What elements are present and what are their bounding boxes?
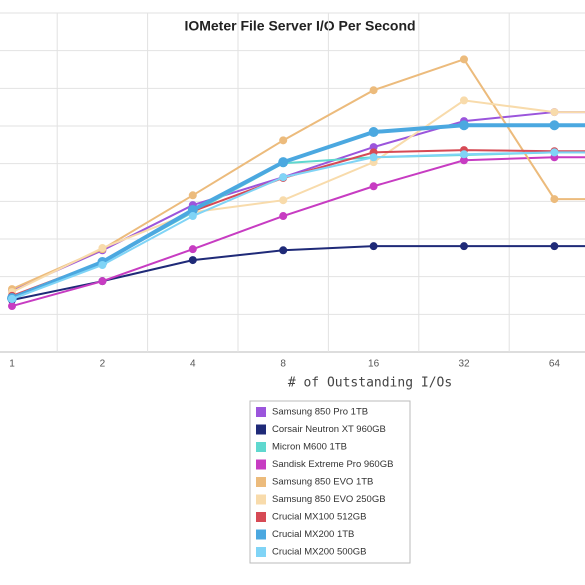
data-point [279, 246, 288, 255]
x-tick-label: 4 [190, 359, 196, 370]
legend-swatch [256, 477, 266, 487]
legend-label: Crucial MX100 512GB [272, 512, 367, 523]
legend-label: Crucial MX200 500GB [272, 547, 367, 558]
data-point [187, 204, 198, 215]
data-point [279, 196, 288, 205]
data-point [550, 108, 559, 117]
legend-swatch [256, 547, 266, 557]
legend-swatch [256, 407, 266, 417]
series-line [11, 245, 585, 301]
legend-swatch [256, 459, 266, 470]
data-point [98, 244, 107, 253]
legend-swatch [256, 424, 266, 435]
data-point [98, 260, 107, 269]
data-point [369, 86, 378, 95]
series-line [11, 123, 585, 300]
legend-label: Samsung 850 EVO 250GB [272, 494, 386, 505]
data-point [460, 242, 468, 251]
x-tick-label: 32 [458, 359, 470, 370]
legend-label: Sandisk Extreme Pro 960GB [272, 459, 393, 470]
legend-label: Corsair Neutron XT 960GB [272, 424, 386, 435]
data-point [369, 242, 378, 251]
x-tick-label: 8 [280, 359, 286, 370]
x-tick-label: 64 [549, 359, 561, 370]
data-point [459, 120, 469, 131]
data-point [460, 55, 468, 64]
data-point [279, 173, 288, 182]
data-point [550, 242, 559, 251]
data-point [460, 96, 468, 105]
series-line [11, 156, 585, 308]
data-point [369, 153, 378, 162]
legend-label: Samsung 850 Pro 1TB [272, 407, 368, 418]
legend-box [249, 400, 411, 564]
legend-swatch [256, 512, 266, 522]
legend-label: Crucial MX200 1TB [272, 529, 354, 540]
x-axis-label: # of Outstanding I/Os [288, 376, 452, 391]
x-tick-label: 16 [368, 359, 380, 370]
data-point [279, 136, 288, 145]
legend-swatch [256, 494, 266, 505]
series-line [11, 99, 585, 294]
data-point [188, 256, 197, 265]
data-point [368, 127, 379, 138]
series-line [11, 58, 585, 291]
legend-label: Samsung 850 EVO 1TB [272, 477, 373, 488]
data-point [188, 212, 197, 221]
data-point [550, 195, 559, 204]
data-point [188, 191, 197, 200]
data-point [278, 157, 289, 168]
data-point [460, 156, 468, 165]
data-point [460, 150, 468, 159]
data-point [549, 120, 560, 131]
legend-label: Micron M600 1TB [272, 442, 347, 453]
x-tick-label: 1 [9, 359, 15, 370]
data-point [279, 212, 288, 221]
chart-title: IOMeter File Server I/O Per Second [184, 18, 415, 34]
data-point [98, 277, 107, 286]
x-tick-label: 2 [100, 359, 106, 370]
series-line [11, 151, 585, 300]
data-point [369, 182, 378, 191]
data-point [8, 302, 16, 311]
legend-swatch [256, 529, 266, 540]
data-point [550, 148, 559, 157]
legend-swatch [256, 442, 266, 452]
data-point [8, 294, 16, 303]
data-point [188, 245, 197, 254]
